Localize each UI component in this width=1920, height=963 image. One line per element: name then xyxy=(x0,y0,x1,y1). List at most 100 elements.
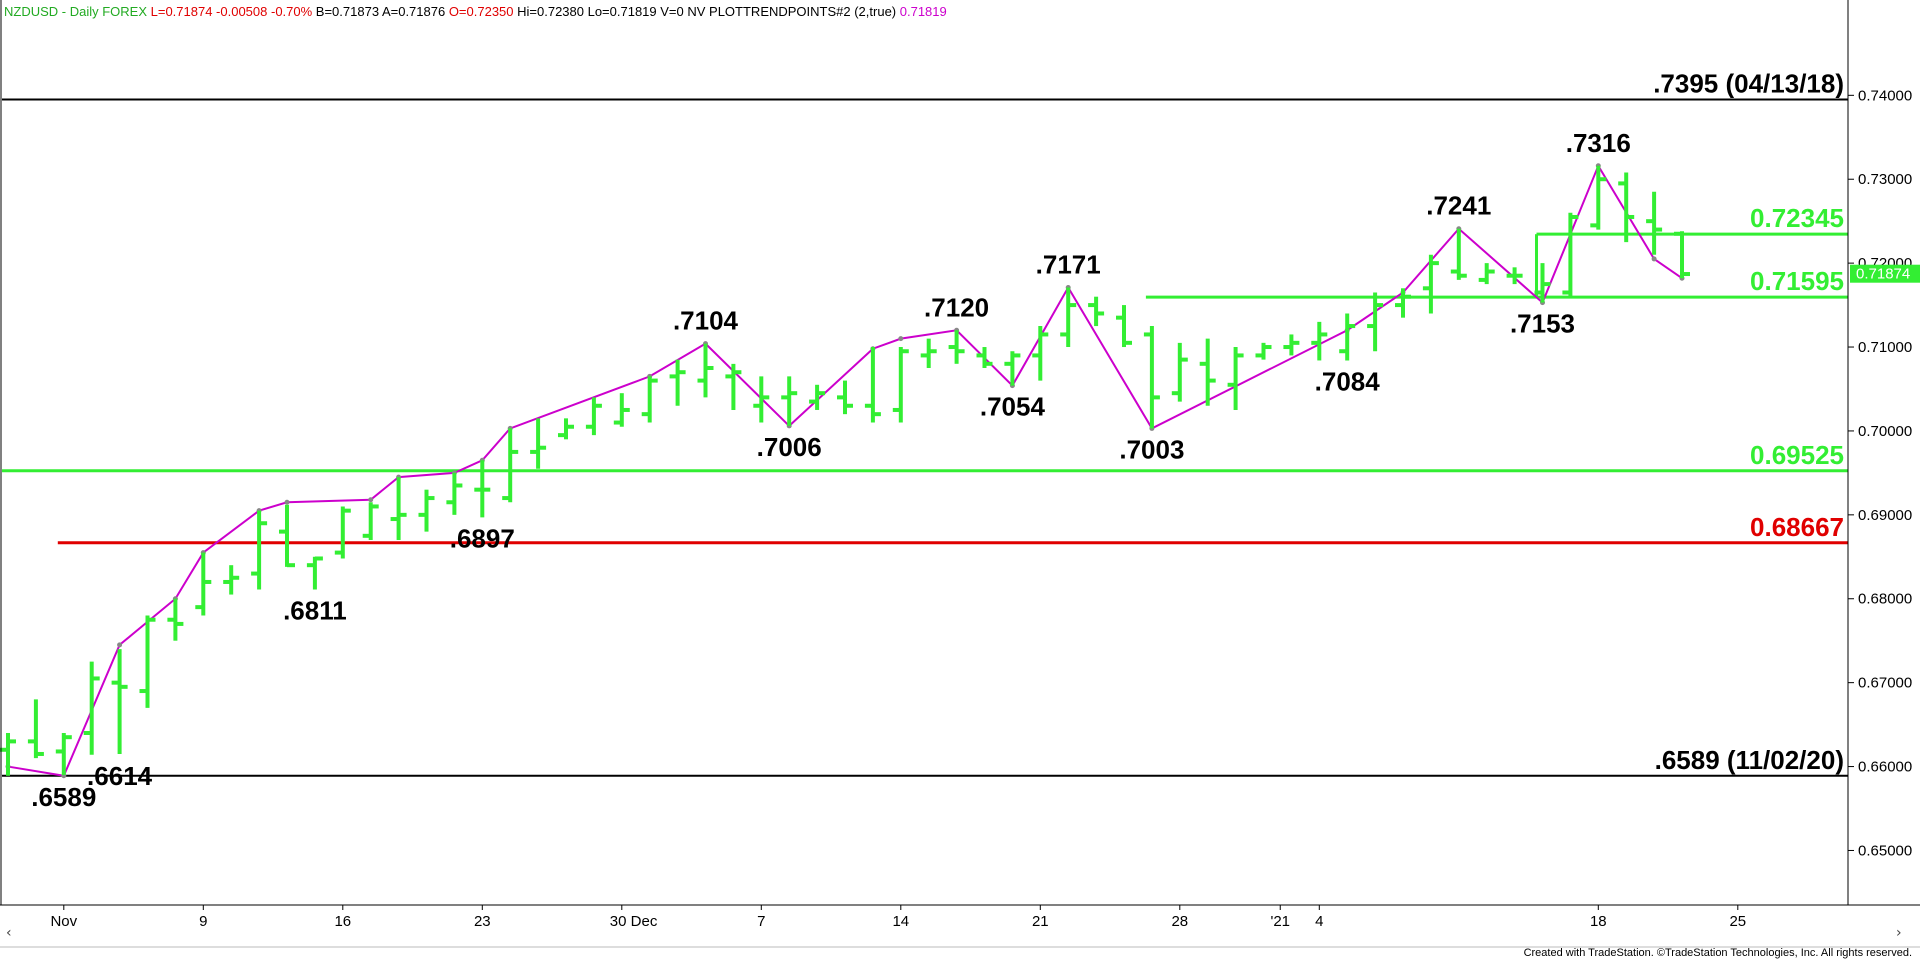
trend-point xyxy=(1651,256,1657,262)
ohlc-bar xyxy=(306,556,323,590)
ohlc-bar xyxy=(1562,212,1579,297)
ohlc-bar xyxy=(1506,267,1523,285)
footer-credit: Created with TradeStation. ©TradeStation… xyxy=(1523,947,1912,959)
ohlc-bar xyxy=(1116,305,1132,348)
y-tick-label: 0.66000 xyxy=(1858,759,1912,776)
ohlc-bar xyxy=(251,510,268,590)
ohlc-bar xyxy=(334,506,351,559)
ohlc-bar xyxy=(223,565,240,595)
header-part: Hi=0.72380 Lo=0.71819 V=0 NV PLOTTRENDPO… xyxy=(514,4,897,19)
ohlc-bar xyxy=(585,397,602,436)
ohlc-bar xyxy=(1199,338,1216,406)
pivot-label: .7104 xyxy=(673,306,739,336)
header-part: O=0.72350 xyxy=(445,4,513,19)
x-tick-label: 21 xyxy=(1032,913,1049,930)
level-label: 0.72345 xyxy=(1750,203,1844,233)
ohlc-bar xyxy=(1367,292,1384,352)
ohlc-bar xyxy=(837,380,853,415)
trend-point xyxy=(117,642,123,648)
header-part: NZDUSD - Daily FOREX xyxy=(4,4,147,19)
pivot-label: .6897 xyxy=(450,523,515,553)
y-tick-label: 0.68000 xyxy=(1858,591,1912,608)
level-label: .7395 (04/13/18) xyxy=(1653,69,1844,99)
level-label: 0.71595 xyxy=(1750,266,1844,296)
y-tick-label: 0.70000 xyxy=(1858,423,1912,440)
pivot-label: .7006 xyxy=(757,432,822,462)
ohlc-bar xyxy=(418,489,435,532)
ohlc-bar xyxy=(390,477,407,541)
ohlc-bar xyxy=(1534,263,1551,303)
level-label: 0.68667 xyxy=(1750,512,1844,542)
ohlc-bar xyxy=(864,347,881,423)
ohlc-bar xyxy=(279,504,295,568)
ohlc-bar xyxy=(1171,342,1188,402)
pivot-label: .7120 xyxy=(924,292,989,322)
x-tick-label: 30 Dec xyxy=(610,913,658,930)
horizontal-levels: .7395 (04/13/18) 0.72345 0.71595 0.69525 0.6… xyxy=(2,69,1848,777)
pivot-label: .6811 xyxy=(283,596,347,626)
header-part: L=0.71874 -0.00508 -0.70% xyxy=(147,4,313,19)
ohlc-bar xyxy=(641,376,658,423)
ohlc-bar xyxy=(1646,191,1663,255)
ohlc-bar xyxy=(976,347,993,369)
x-tick-label: 25 xyxy=(1729,913,1746,930)
ohlc-bar xyxy=(1032,326,1049,381)
x-tick-label: 9 xyxy=(199,913,207,930)
pivot-label: .7153 xyxy=(1510,309,1575,339)
pivot-labels: .6589.6614 .6811 .6897 .7104 .7006 .7120 .7054… xyxy=(31,128,1631,812)
scroll-right-arrow[interactable]: › xyxy=(1896,925,1902,941)
ohlc-bar xyxy=(1283,334,1300,356)
ohlc-bar xyxy=(1255,342,1272,360)
ohlc-bar xyxy=(697,343,714,398)
last-price-tag xyxy=(1850,264,1920,283)
ohlc-bar xyxy=(83,661,100,755)
ohlc-bar xyxy=(1311,321,1328,361)
trend-point xyxy=(368,497,374,503)
symbol-header: NZDUSD - Daily FOREX L=0.71874 -0.00508 … xyxy=(4,4,947,19)
ohlc-bar xyxy=(1339,313,1356,361)
ohlc-bar xyxy=(781,376,798,426)
header-part: 0.71819 xyxy=(896,4,947,19)
trend-point xyxy=(898,336,904,342)
pivot-label: .7003 xyxy=(1119,434,1184,464)
ohlc-bars xyxy=(0,165,1690,776)
header-part: B=0.71873 A=0.71876 xyxy=(312,4,445,19)
y-tick-label: 0.73000 xyxy=(1858,171,1912,188)
ohlc-bar xyxy=(502,428,519,503)
ohlc-bar xyxy=(725,363,742,410)
ohlc-bar xyxy=(948,330,965,364)
y-tick-label: 0.65000 xyxy=(1858,842,1912,859)
ohlc-bar xyxy=(1060,287,1077,348)
ohlc-bar xyxy=(920,338,937,369)
ohlc-bar xyxy=(1227,347,1244,410)
trend-point xyxy=(284,499,290,505)
pivot-label: .7171 xyxy=(1036,249,1101,279)
y-tick-label: 0.74000 xyxy=(1858,87,1912,104)
ohlc-bar xyxy=(1143,326,1160,429)
pivot-label: .7241 xyxy=(1426,191,1491,221)
ohlc-bar xyxy=(669,359,686,406)
last-price-label: 0.71874 xyxy=(1856,266,1910,283)
x-tick-label: 16 xyxy=(334,913,351,930)
ohlc-bar xyxy=(1395,288,1411,318)
x-tick-label: 7 xyxy=(757,913,765,930)
x-tick-label: Nov xyxy=(50,913,77,930)
ohlc-bar xyxy=(530,418,547,469)
pivot-label: .7316 xyxy=(1566,128,1631,158)
y-tick-label: 0.69000 xyxy=(1858,507,1912,524)
pivot-label: .6589 xyxy=(31,782,96,812)
ohlc-bar xyxy=(1088,296,1105,327)
x-tick-label: 28 xyxy=(1171,913,1188,930)
pivot-label: .7054 xyxy=(980,392,1046,422)
ohlc-bar xyxy=(613,393,630,427)
pivot-label: .7084 xyxy=(1315,366,1381,396)
level-label: 0.69525 xyxy=(1750,440,1844,470)
pivot-label: .6614 xyxy=(87,761,153,791)
scroll-left-arrow[interactable]: ‹ xyxy=(6,925,12,941)
y-tick-label: 0.67000 xyxy=(1858,675,1912,692)
ohlc-bar xyxy=(446,472,463,515)
x-tick-label: 14 xyxy=(892,913,909,930)
ohlc-bar xyxy=(362,502,379,541)
